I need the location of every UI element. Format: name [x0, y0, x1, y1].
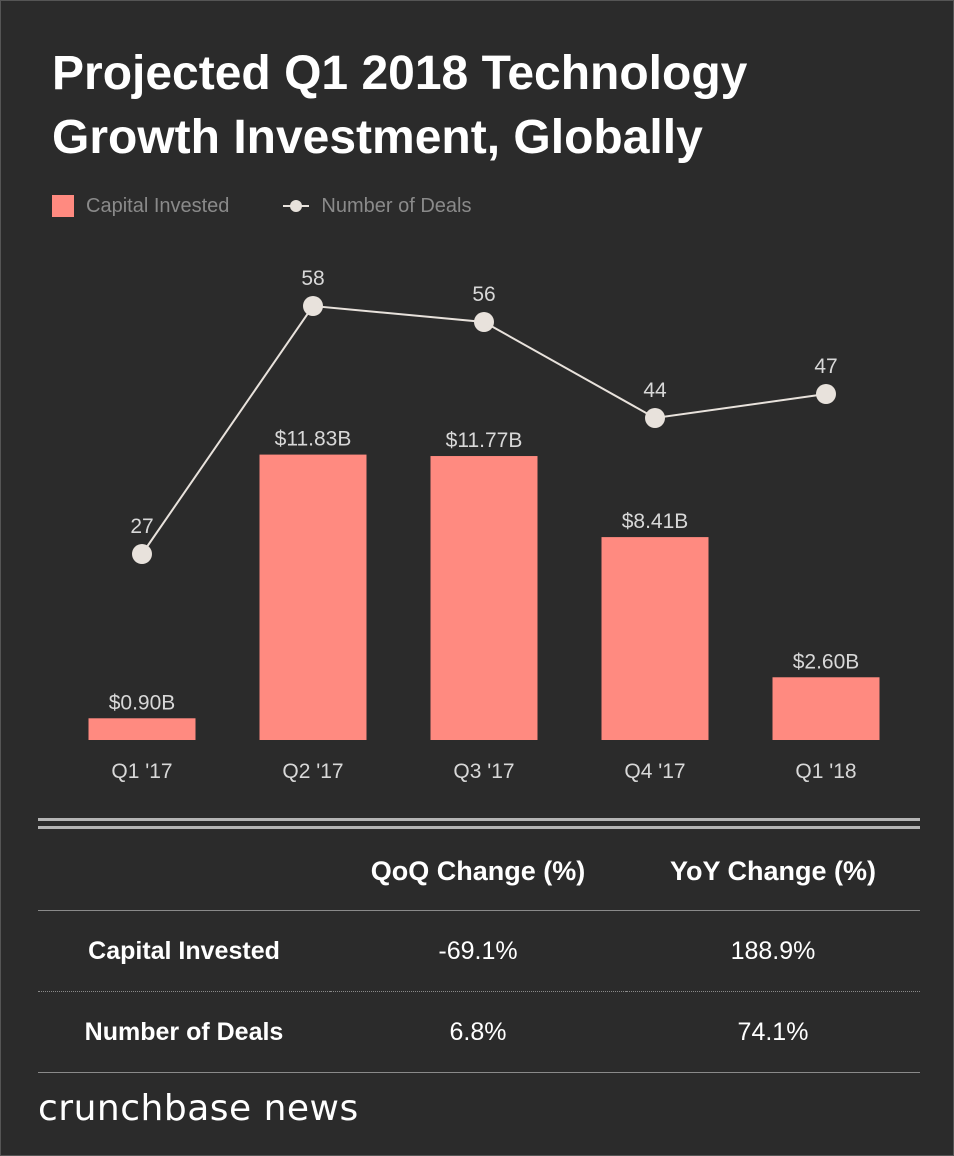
deals-point-1: [303, 296, 323, 316]
table-header-qoq: QoQ Change (%): [330, 832, 626, 911]
table-header-row: QoQ Change (%) YoY Change (%): [38, 832, 920, 911]
legend-line-marker-icon: [283, 200, 310, 212]
bar-value-label: $8.41B: [622, 510, 689, 533]
x-tick-label: Q4 '17: [624, 760, 685, 783]
x-tick-label: Q2 '17: [282, 760, 343, 783]
legend-label-deals: Number of Deals: [321, 194, 472, 217]
capital-qoq-value: -69.1%: [330, 910, 626, 992]
table-top-rule: [38, 818, 920, 821]
bar-value-label: $2.60B: [793, 650, 860, 673]
x-tick-label: Q3 '17: [453, 760, 514, 783]
deals-value-label: 58: [301, 267, 324, 290]
combo-chart: $0.90B Q1 '17 $11.83B Q2 '17 $11.77B Q3 '17 $8…: [88, 267, 880, 783]
x-tick-label: Q1 '18: [795, 760, 856, 783]
bar-value-label: $0.90B: [109, 691, 176, 714]
row-label-deals: Number of Deals: [38, 991, 331, 1073]
table-header-empty: [38, 832, 331, 911]
legend: Capital Invested Number of Deals: [52, 192, 471, 220]
table-row: Capital Invested -69.1% 188.9%: [38, 910, 920, 992]
bar-0: [88, 718, 196, 740]
table-row: Number of Deals 6.8% 74.1%: [38, 991, 920, 1073]
bar-value-label: $11.83B: [275, 428, 352, 451]
legend-label-capital: Capital Invested: [86, 194, 230, 217]
bar-value-label: $11.77B: [446, 429, 523, 452]
deals-value-label: 27: [130, 515, 153, 538]
deals-qoq-value: 6.8%: [330, 991, 626, 1073]
capital-yoy-value: 188.9%: [626, 910, 920, 992]
bar-3: [601, 537, 709, 740]
legend-item-capital: Capital Invested: [52, 195, 229, 218]
deals-yoy-value: 74.1%: [626, 991, 920, 1073]
deals-point-3: [645, 408, 665, 428]
deals-point-0: [132, 544, 152, 564]
x-tick-label: Q1 '17: [111, 760, 172, 783]
deals-point-2: [474, 312, 494, 332]
bar-4: [772, 677, 880, 740]
change-summary-table: QoQ Change (%) YoY Change (%) Capital In…: [38, 832, 920, 1073]
legend-item-deals: Number of Deals: [283, 195, 471, 218]
deals-point-4: [816, 384, 836, 404]
deals-value-label: 56: [472, 283, 495, 306]
table-header-yoy: YoY Change (%): [626, 832, 920, 911]
deals-value-label: 47: [814, 355, 837, 378]
brand-logo: crunchbase news: [38, 1088, 359, 1129]
deals-value-label: 44: [643, 379, 667, 402]
row-label-capital: Capital Invested: [38, 910, 331, 992]
legend-bar-swatch-icon: [52, 195, 74, 217]
table-top-rule-second: [38, 826, 920, 829]
bar-2: [430, 456, 538, 740]
bar-1: [259, 454, 367, 740]
chart-title: Projected Q1 2018 Technology Growth Inve…: [52, 47, 748, 164]
